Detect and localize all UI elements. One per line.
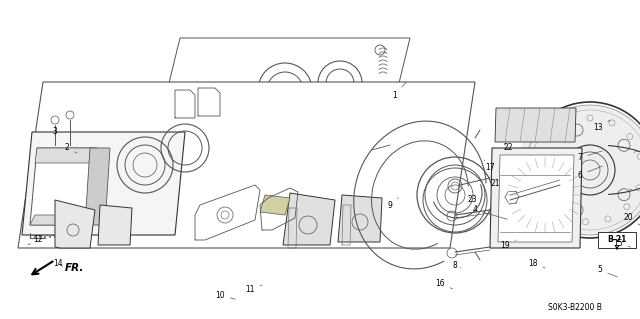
Text: 21: 21 [490, 179, 500, 188]
Text: 20: 20 [623, 213, 640, 225]
Polygon shape [283, 193, 335, 245]
Text: 1: 1 [392, 82, 406, 100]
Text: 2: 2 [65, 144, 77, 153]
Text: FR.: FR. [65, 263, 84, 273]
Text: 10: 10 [215, 291, 236, 300]
Text: 4: 4 [472, 205, 508, 219]
Text: 6: 6 [577, 166, 602, 180]
Polygon shape [522, 130, 640, 190]
Text: 11: 11 [245, 285, 262, 294]
Polygon shape [85, 148, 110, 225]
Polygon shape [338, 195, 382, 242]
Text: B-21: B-21 [607, 235, 627, 244]
Text: 16: 16 [435, 278, 452, 289]
Text: S0K3-B2200 B: S0K3-B2200 B [548, 303, 602, 313]
Text: 9: 9 [388, 198, 398, 210]
Polygon shape [30, 215, 95, 225]
Text: 19: 19 [500, 240, 516, 249]
Text: 14: 14 [53, 258, 63, 268]
Polygon shape [260, 195, 290, 215]
Text: 23: 23 [467, 196, 477, 204]
Text: 3: 3 [52, 128, 58, 137]
Polygon shape [22, 132, 185, 235]
Text: 12: 12 [28, 235, 43, 245]
Polygon shape [18, 82, 475, 248]
Polygon shape [35, 148, 97, 163]
Text: 15: 15 [613, 239, 630, 248]
Polygon shape [55, 200, 95, 248]
Text: 22: 22 [503, 143, 513, 152]
Text: 17: 17 [484, 160, 495, 173]
Text: 7: 7 [577, 151, 602, 162]
Polygon shape [490, 148, 582, 248]
Polygon shape [30, 148, 97, 225]
Text: 5: 5 [598, 265, 618, 277]
Text: 18: 18 [528, 258, 545, 268]
Circle shape [525, 105, 640, 235]
Polygon shape [158, 38, 410, 128]
Polygon shape [495, 108, 576, 142]
Text: 8: 8 [452, 261, 461, 270]
Polygon shape [98, 205, 132, 245]
Bar [598, 232, 636, 248]
Text: 13: 13 [593, 120, 610, 132]
Polygon shape [498, 155, 574, 242]
